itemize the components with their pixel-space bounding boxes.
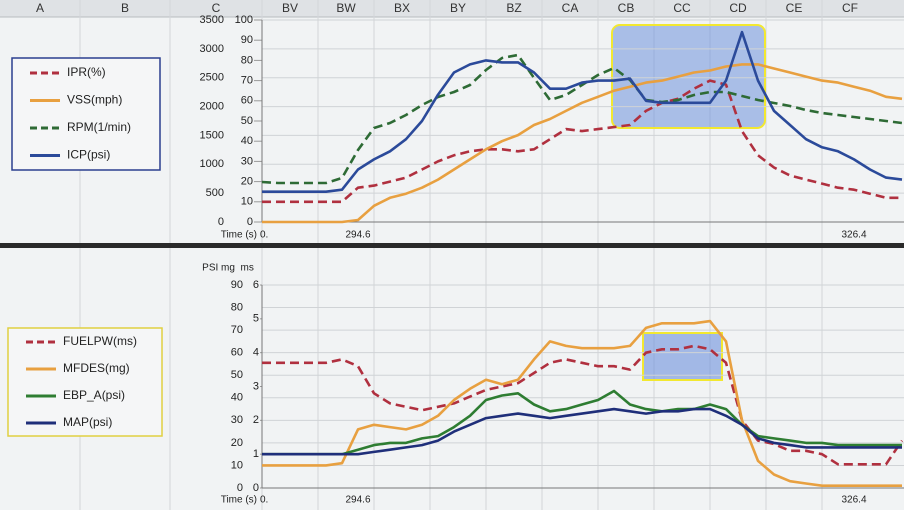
legend-box xyxy=(7,327,163,437)
legend-box xyxy=(11,57,161,171)
column-header: A xyxy=(36,1,44,15)
y-tick-label: 500 xyxy=(206,187,224,199)
y-tick-label: 40 xyxy=(231,392,243,404)
series-line xyxy=(262,344,904,466)
y2-tick-label: 90 xyxy=(241,34,253,46)
column-header: BY xyxy=(450,1,466,15)
legend-label: VSS(mph) xyxy=(67,93,122,107)
x-axis-label: Time (s) xyxy=(221,230,257,241)
legend-label: MAP(psi) xyxy=(63,415,112,429)
column-header: B xyxy=(121,1,129,15)
series-line xyxy=(262,407,902,456)
x-tick-label: 326.4 xyxy=(841,495,866,506)
y2-tick-label: 100 xyxy=(235,14,253,26)
legend-label: EBP_A(psi) xyxy=(63,388,125,402)
y-tick-label: 0 xyxy=(237,482,243,494)
y2-tick-label: 4 xyxy=(253,347,259,359)
x-axis-label: Time (s) xyxy=(221,495,257,506)
y-tick-label: 2500 xyxy=(200,72,224,84)
y-tick-label: 80 xyxy=(231,301,243,313)
column-header: BV xyxy=(282,1,298,15)
column-header-bar xyxy=(0,0,904,17)
y2-tick-label: 20 xyxy=(241,176,253,188)
legend-label: IPR(%) xyxy=(67,65,106,79)
y-tick-label: 2000 xyxy=(200,100,224,112)
y-tick-label: 3000 xyxy=(200,43,224,55)
series-line xyxy=(262,30,903,193)
y2-tick-label: 1 xyxy=(253,448,259,460)
y2-tick-label: 30 xyxy=(241,155,253,167)
series-line xyxy=(261,53,903,185)
y-axis-label: PSI mg ms xyxy=(202,263,254,274)
y-tick-label: 60 xyxy=(231,347,243,359)
x-tick-label: 294.6 xyxy=(345,230,370,241)
column-lines xyxy=(79,0,823,510)
legend-label: ICP(psi) xyxy=(67,148,110,162)
y2-tick-label: 0 xyxy=(253,482,259,494)
y-tick-label: 30 xyxy=(231,414,243,426)
x-tick-label: 0. xyxy=(260,495,268,506)
legend-label: FUELPW(ms) xyxy=(63,334,137,348)
series-line xyxy=(262,63,903,224)
y-tick-label: 1500 xyxy=(200,129,224,141)
column-header: BX xyxy=(394,1,410,15)
y-tick-label: 70 xyxy=(231,324,243,336)
highlight-box xyxy=(642,332,723,381)
y2-tick-label: 40 xyxy=(241,135,253,147)
y-tick-label: 50 xyxy=(231,369,243,381)
x-tick-label: 0. xyxy=(260,230,268,241)
column-header: CF xyxy=(842,1,858,15)
y2-tick-label: 80 xyxy=(241,54,253,66)
column-header: CA xyxy=(562,1,579,15)
y2-tick-label: 60 xyxy=(241,95,253,107)
series-line xyxy=(262,319,902,487)
y-tick-label: 3500 xyxy=(200,14,224,26)
y2-tick-label: 50 xyxy=(241,115,253,127)
y-tick-label: 20 xyxy=(231,437,243,449)
legend-label: RPM(1/min) xyxy=(67,120,131,134)
series-line xyxy=(262,389,902,456)
y2-tick-label: 6 xyxy=(253,279,259,291)
y2-tick-label: 2 xyxy=(253,414,259,426)
x-tick-label: 326.4 xyxy=(841,230,866,241)
y-tick-label: 90 xyxy=(231,279,243,291)
chart-separator xyxy=(0,243,904,248)
y2-tick-label: 0 xyxy=(247,216,253,228)
column-header: CC xyxy=(673,1,691,15)
y2-tick-label: 70 xyxy=(241,75,253,87)
column-header: CE xyxy=(786,1,803,15)
y-tick-label: 1000 xyxy=(200,158,224,170)
y2-tick-label: 3 xyxy=(253,380,259,392)
column-header: BW xyxy=(336,1,356,15)
column-header: CD xyxy=(729,1,747,15)
y2-tick-label: 10 xyxy=(241,196,253,208)
column-header: CB xyxy=(618,1,635,15)
x-tick-label: 294.6 xyxy=(345,495,370,506)
y-tick-label: 0 xyxy=(218,216,224,228)
highlight-box xyxy=(611,24,766,129)
legend-label: MFDES(mg) xyxy=(63,361,130,375)
column-header: C xyxy=(212,1,221,15)
y2-tick-label: 5 xyxy=(253,313,259,325)
series-line xyxy=(262,79,902,204)
column-header: BZ xyxy=(506,1,521,15)
y-tick-label: 10 xyxy=(231,459,243,471)
